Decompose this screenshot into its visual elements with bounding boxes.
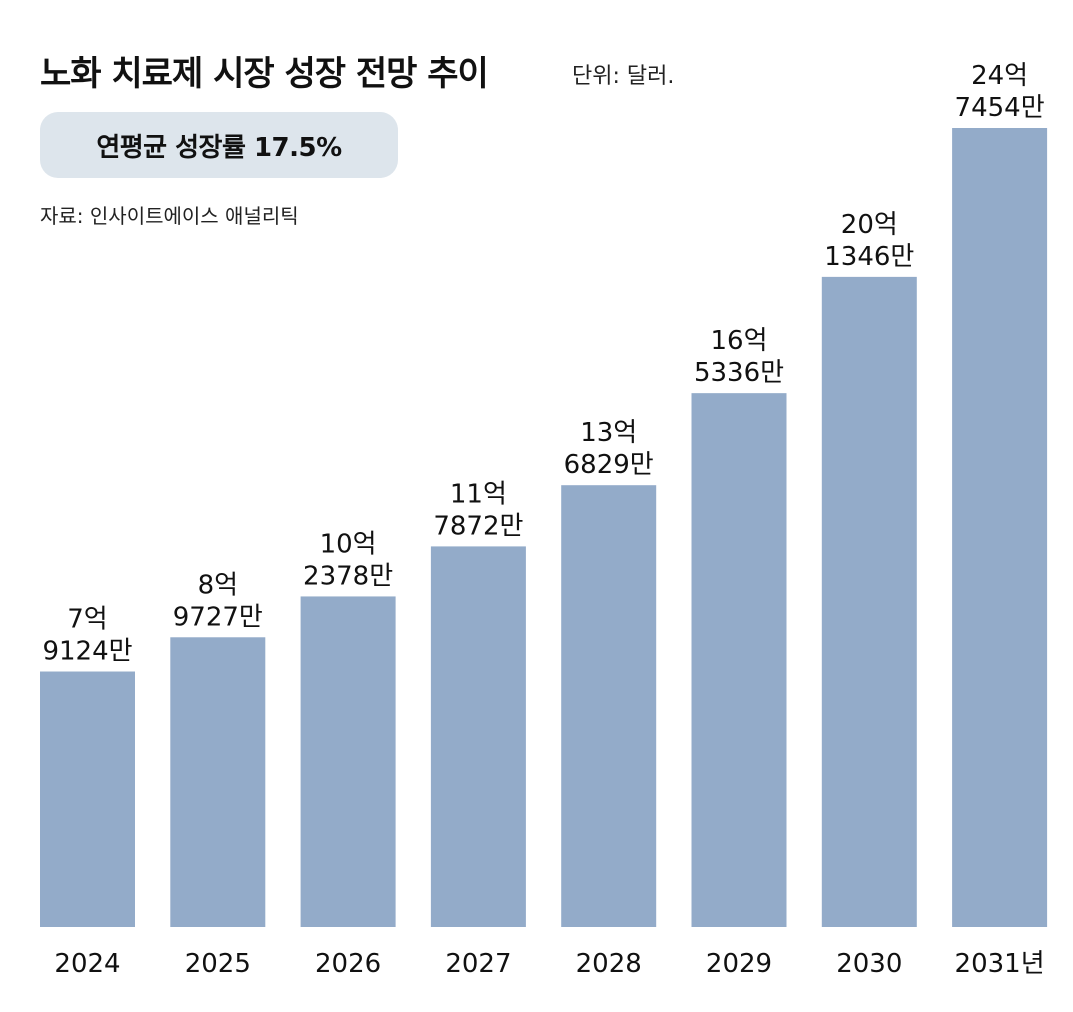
value-label-bottom: 1346만	[824, 242, 914, 272]
x-tick-label: 2027	[445, 949, 511, 979]
bar-2030	[821, 276, 917, 928]
value-label-top: 8억	[198, 570, 238, 600]
value-label-bottom: 2378만	[303, 561, 393, 591]
x-tick-label: 2030	[836, 949, 902, 979]
value-label-top: 7억	[67, 605, 107, 635]
value-label-top: 10억	[320, 529, 377, 559]
value-label-top: 16억	[710, 326, 767, 356]
value-label-bottom: 9124만	[42, 637, 132, 667]
x-tick-label: 2029	[706, 949, 772, 979]
x-tick-label: 2024	[54, 949, 120, 979]
bar-2028	[561, 485, 657, 927]
value-label-bottom: 7454만	[955, 93, 1045, 123]
bar-2029	[691, 393, 787, 927]
bar-2027	[430, 546, 526, 927]
value-label-top: 24억	[971, 61, 1028, 91]
value-label-bottom: 6829만	[564, 450, 654, 480]
bar-2025	[170, 637, 266, 927]
unit-label: 단위: 달러.	[572, 64, 675, 89]
cagr-label: 연평균 성장률 17.5%	[96, 132, 342, 163]
value-label-top: 11억	[450, 479, 507, 509]
x-tick-label: 2031년	[955, 949, 1045, 979]
bar-2026	[300, 596, 396, 927]
value-label-top: 13억	[580, 418, 637, 448]
x-tick-label: 2025	[185, 949, 251, 979]
source-label: 자료: 인사이트에이스 애널리틱	[40, 204, 299, 228]
value-label-bottom: 7872만	[433, 511, 523, 541]
bar-2024	[40, 671, 135, 927]
chart-title: 노화 치료제 시장 성장 전망 추이	[40, 54, 489, 94]
cagr-badge: 연평균 성장률 17.5%	[40, 112, 398, 178]
value-label-bottom: 9727만	[173, 602, 263, 632]
x-tick-label: 2026	[315, 949, 381, 979]
x-tick-label: 2028	[576, 949, 642, 979]
value-label-top: 20억	[841, 210, 898, 240]
value-label-bottom: 5336만	[694, 358, 784, 388]
bar-2031년	[952, 128, 1048, 927]
